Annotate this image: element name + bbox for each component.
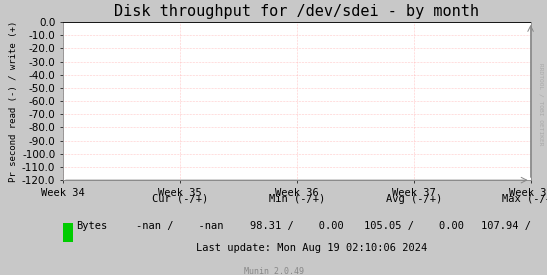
Text: Munin 2.0.49: Munin 2.0.49 bbox=[243, 267, 304, 275]
Text: Min (-/+): Min (-/+) bbox=[269, 194, 325, 204]
Text: 98.31 /    0.00: 98.31 / 0.00 bbox=[250, 221, 344, 231]
Text: Bytes: Bytes bbox=[77, 221, 108, 231]
Text: Avg (-/+): Avg (-/+) bbox=[386, 194, 442, 204]
Text: 105.05 /    0.00: 105.05 / 0.00 bbox=[364, 221, 464, 231]
Text: Last update: Mon Aug 19 02:10:06 2024: Last update: Mon Aug 19 02:10:06 2024 bbox=[196, 243, 427, 253]
Text: Cur (-/+): Cur (-/+) bbox=[152, 194, 208, 204]
Text: -nan /    -nan: -nan / -nan bbox=[136, 221, 224, 231]
Text: Max (-/+): Max (-/+) bbox=[503, 194, 547, 204]
Title: Disk throughput for /dev/sdei - by month: Disk throughput for /dev/sdei - by month bbox=[114, 4, 479, 20]
Y-axis label: Pr second read (-) / write (+): Pr second read (-) / write (+) bbox=[9, 20, 18, 182]
Text: 107.94 /    0.00: 107.94 / 0.00 bbox=[481, 221, 547, 231]
Text: RRDTOOL / TOBI OETIKER: RRDTOOL / TOBI OETIKER bbox=[538, 63, 543, 146]
